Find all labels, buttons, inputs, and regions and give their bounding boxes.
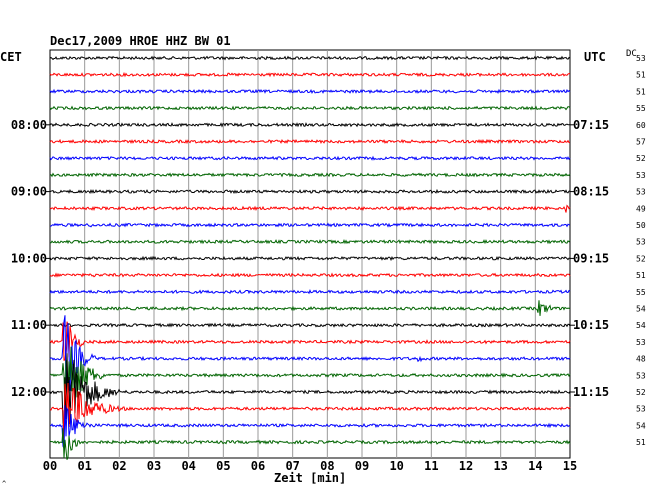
- left-time-label: 11:00: [11, 318, 47, 332]
- x-tick-label: 08: [320, 459, 334, 473]
- footer-mark: ^: [2, 480, 7, 488]
- x-tick-label: 14: [528, 459, 542, 473]
- dc-value: 52: [636, 254, 646, 263]
- trace-row-20: [49, 353, 571, 432]
- x-tick-label: 09: [355, 459, 369, 473]
- dc-value: 54: [636, 321, 646, 330]
- dc-value: 51: [636, 87, 646, 96]
- trace-row-12: [49, 255, 571, 262]
- trace-row-8: [49, 188, 571, 195]
- left-time-label: 08:00: [11, 118, 47, 132]
- dc-value: 53: [636, 54, 646, 63]
- trace-row-18: [49, 315, 571, 395]
- x-tick-label: 10: [389, 459, 403, 473]
- dc-value: 52: [636, 388, 646, 397]
- right-time-label: 08:15: [573, 185, 609, 199]
- x-tick-label: 03: [147, 459, 161, 473]
- trace-row-0: [49, 55, 571, 61]
- dc-value: 53: [636, 171, 646, 180]
- trace-row-2: [49, 88, 571, 95]
- x-tick-label: 05: [216, 459, 230, 473]
- right-time-label: 10:15: [573, 318, 609, 332]
- dc-value: 48: [636, 355, 646, 364]
- dc-value: 55: [636, 104, 646, 113]
- trace-row-16: [49, 322, 571, 328]
- trace-row-23: [49, 428, 571, 460]
- dc-value: 57: [636, 138, 646, 147]
- trace-row-10: [50, 222, 571, 228]
- dc-value: 53: [636, 371, 646, 380]
- plot-frame: [49, 49, 571, 459]
- dc-value: 53: [636, 405, 646, 414]
- trace-row-21: [49, 382, 571, 440]
- x-tick-label: 13: [493, 459, 507, 473]
- x-axis-title: Zeit [min]: [274, 471, 347, 485]
- dc-value: 50: [636, 221, 646, 230]
- dc-value: 53: [636, 188, 646, 197]
- dc-value: 51: [636, 271, 646, 280]
- trace-row-15: [49, 300, 571, 316]
- dc-value: 53: [636, 338, 646, 347]
- trace-row-19: [49, 346, 571, 414]
- right-time-label: 09:15: [573, 251, 609, 265]
- dc-value: 54: [636, 421, 646, 430]
- left-time-label: 09:00: [11, 185, 47, 199]
- trace-row-7: [49, 172, 571, 178]
- dc-value: 49: [636, 204, 646, 213]
- x-tick-label: 15: [563, 459, 577, 473]
- left-timezone-label: CET: [0, 50, 22, 64]
- trace-row-11: [49, 239, 571, 245]
- trace-row-13: [49, 272, 571, 278]
- dc-value: 60: [636, 121, 646, 130]
- dc-value: 51: [636, 438, 646, 447]
- dc-value: 51: [636, 71, 646, 80]
- right-timezone-label: UTC: [584, 50, 606, 64]
- x-tick-label: 11: [424, 459, 438, 473]
- trace-row-3: [49, 105, 571, 111]
- trace-row-22: [49, 405, 571, 449]
- chart-title: Dec17,2009 HROE HHZ BW 01: [50, 34, 231, 48]
- x-tick-label: 12: [459, 459, 473, 473]
- right-time-label: 11:15: [573, 385, 609, 399]
- dc-value: 53: [636, 238, 646, 247]
- x-tick-label: 07: [285, 459, 299, 473]
- dc-value: 55: [636, 288, 646, 297]
- dc-value: 52: [636, 154, 646, 163]
- left-time-label: 12:00: [11, 385, 47, 399]
- right-time-label: 07:15: [573, 118, 609, 132]
- x-tick-label: 01: [77, 459, 91, 473]
- trace-row-9: [49, 204, 571, 213]
- trace-row-5: [49, 138, 571, 145]
- x-tick-label: 04: [181, 459, 195, 473]
- x-tick-label: 06: [251, 459, 265, 473]
- dc-column-label: DC: [626, 49, 637, 59]
- x-tick-label: 00: [43, 459, 57, 473]
- left-time-label: 10:00: [11, 251, 47, 265]
- trace-row-6: [49, 155, 571, 161]
- x-tick-label: 02: [112, 459, 126, 473]
- trace-row-14: [49, 289, 571, 295]
- trace-row-17: [49, 321, 571, 361]
- trace-row-1: [49, 71, 570, 78]
- trace-row-4: [49, 122, 571, 128]
- dc-value: 54: [636, 305, 646, 314]
